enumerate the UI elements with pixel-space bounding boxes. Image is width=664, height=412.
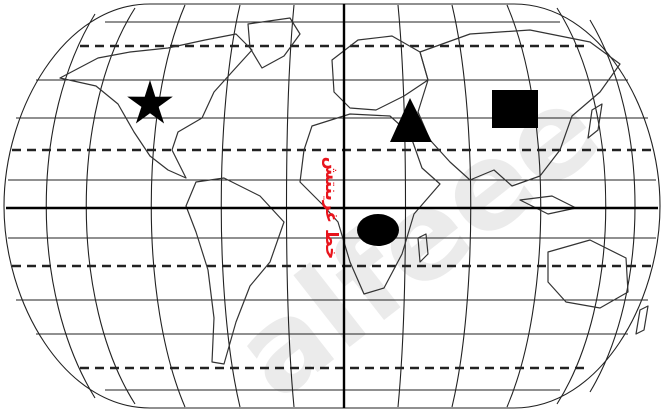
map-outline — [3, 3, 661, 409]
new-zealand — [635, 305, 649, 335]
parallels — [8, 21, 656, 391]
greenland — [247, 17, 301, 69]
star-icon — [127, 80, 173, 124]
north-america — [59, 33, 253, 179]
meridians — [45, 4, 636, 408]
europe — [331, 35, 429, 111]
japan — [587, 103, 603, 139]
madagascar — [417, 233, 429, 263]
triangle-icon — [390, 98, 432, 142]
circle-icon — [357, 214, 399, 246]
square-icon — [492, 90, 538, 128]
greenwich-label: خط غرينتش — [321, 157, 341, 260]
dashed-parallels — [12, 44, 652, 370]
australia — [547, 239, 629, 309]
south-america — [185, 177, 285, 365]
